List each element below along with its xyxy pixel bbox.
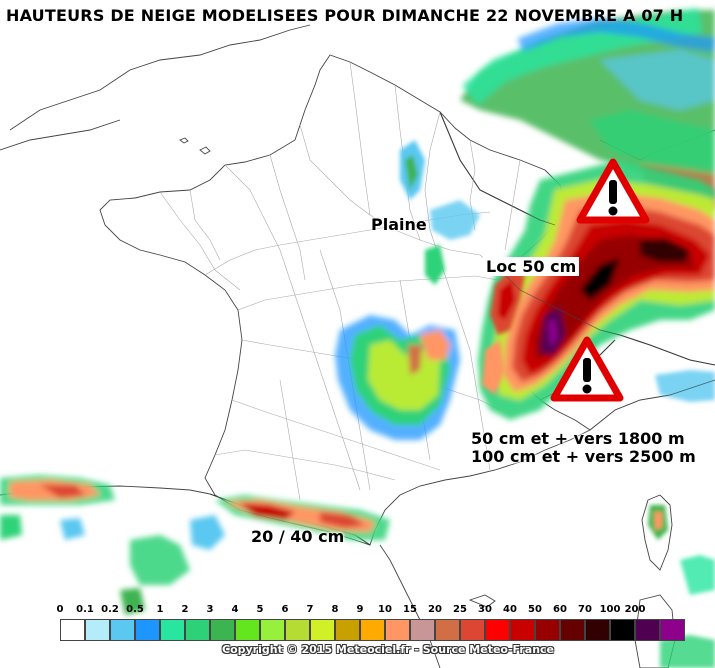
legend-label: 15 — [403, 604, 417, 615]
legend-swatch — [560, 619, 585, 641]
legend-swatch — [135, 619, 160, 641]
legend-label: 8 — [331, 604, 339, 615]
legend-swatch — [385, 619, 410, 641]
legend-swatch — [185, 619, 210, 641]
annotation-pyrenees: 20 / 40 cm — [251, 527, 345, 546]
map-title: HAUTEURS DE NEIGE MODELISEES POUR DIMANC… — [6, 6, 684, 25]
legend-label: 0.1 — [76, 604, 94, 615]
warning-triangle-icon — [576, 158, 650, 224]
legend-label: 5 — [256, 604, 264, 615]
legend-swatch — [610, 619, 635, 641]
legend-swatch — [535, 619, 560, 641]
legend-label: 7 — [306, 604, 314, 615]
legend-label: 30 — [478, 604, 492, 615]
legend-swatch — [460, 619, 485, 641]
legend-swatch — [60, 619, 85, 641]
legend-label: 70 — [578, 604, 592, 615]
legend-label: 60 — [553, 604, 567, 615]
legend-swatch — [235, 619, 260, 641]
legend-label: 100 — [599, 604, 621, 615]
legend-swatch — [260, 619, 285, 641]
legend-swatch — [110, 619, 135, 641]
legend-label: 9 — [356, 604, 364, 615]
legend-label: 2 — [181, 604, 189, 615]
legend-swatch — [160, 619, 185, 641]
legend-label: 200 — [624, 604, 646, 615]
legend-label: 0 — [56, 604, 64, 615]
legend-swatch — [410, 619, 435, 641]
legend-swatch — [585, 619, 610, 641]
legend-swatch — [510, 619, 535, 641]
legend-swatch — [635, 619, 660, 641]
legend-label: 20 — [428, 604, 442, 615]
annotation-plaine: Plaine — [371, 215, 427, 234]
legend-swatch — [210, 619, 235, 641]
legend-label: 6 — [281, 604, 289, 615]
legend-label: 0.5 — [126, 604, 144, 615]
legend-label: 40 — [503, 604, 517, 615]
annotation-altitude-1: 50 cm et + vers 1800 m — [471, 429, 685, 448]
legend-label: 50 — [528, 604, 542, 615]
legend-swatch — [435, 619, 460, 641]
warning-triangle-icon — [550, 336, 624, 402]
legend-swatch — [285, 619, 310, 641]
legend-swatch — [85, 619, 110, 641]
legend-swatch — [310, 619, 335, 641]
snow-depth-field — [0, 7, 715, 668]
legend-swatch — [660, 619, 685, 641]
legend-label: 1 — [156, 604, 164, 615]
legend-label: 0.2 — [101, 604, 119, 615]
annotation-altitude-2: 100 cm et + vers 2500 m — [471, 447, 696, 466]
legend-label: 10 — [378, 604, 392, 615]
legend-label: 25 — [453, 604, 467, 615]
legend-label: 4 — [231, 604, 239, 615]
copyright-text: Copyright © 2015 Meteociel.fr - Source M… — [222, 643, 555, 656]
legend-swatch — [360, 619, 385, 641]
legend-label: 3 — [206, 604, 214, 615]
legend-swatch — [335, 619, 360, 641]
annotation-loc: Loc 50 cm — [483, 257, 580, 276]
legend-swatch — [485, 619, 510, 641]
